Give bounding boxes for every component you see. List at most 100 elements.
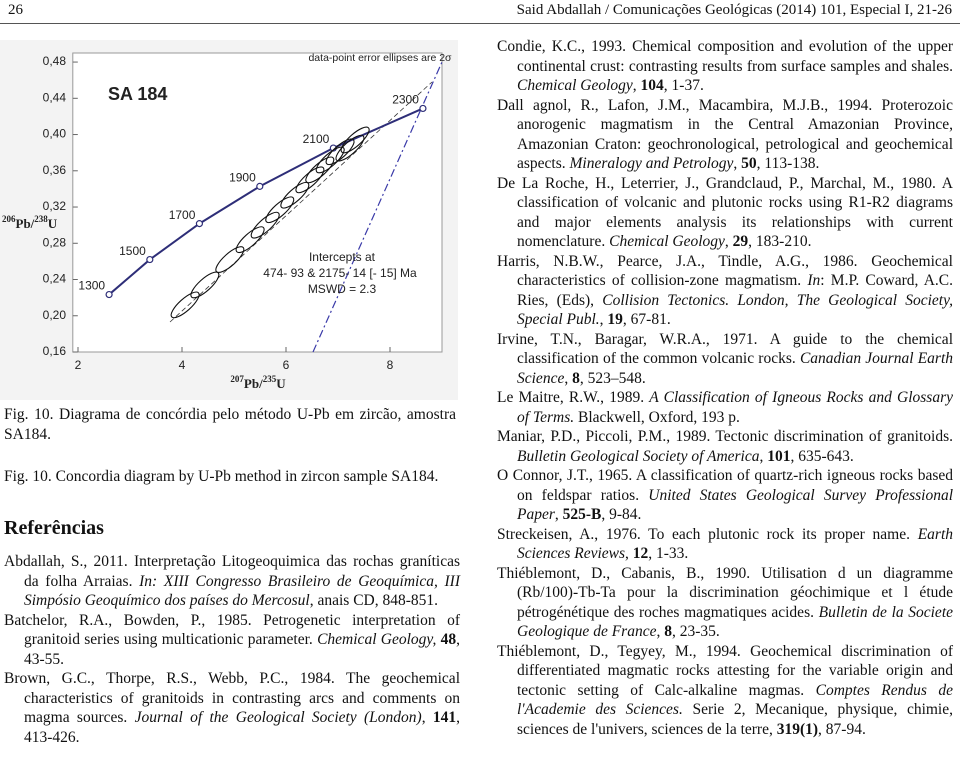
x-tick-label: 4 [179,358,186,372]
reference-text: , 43-55. [24,631,460,668]
superscript: 207 [230,374,244,384]
age-label: 1500 [119,244,146,258]
concordia-node [419,104,427,113]
superscript: 238 [34,214,48,224]
x-tick-label: 6 [283,358,290,372]
superscript: 235 [263,374,277,384]
reference-text: 29 [732,233,749,250]
reference-text: 319(1) [776,720,819,738]
error-ellipse [340,126,370,154]
reference-text: Earth Sciences Reviews [517,525,953,563]
header-rule [0,23,960,24]
reference-text: Chemical Geology [609,233,725,250]
annotation: Intercepts at [309,250,376,264]
reference-text: , [564,369,573,387]
section-heading: Referências [4,517,104,539]
age-label: 1700 [169,208,196,222]
reference-text: , [759,447,768,465]
axis-label: 206Pb/238U [2,214,58,231]
error-ellipse [215,246,245,273]
reference-line [312,61,443,353]
reference: Thiéblemont, D., Tegyey, M., 1994. Geoch… [497,642,953,740]
reference-text: , [724,233,733,250]
reference-text: , 23-35. [671,623,720,640]
reference-text: 8 [572,369,580,387]
reference-text: 525-B [562,506,602,523]
reference-text: Maniar, P.D., Piccoli, P.M., 1989. Tecto… [497,428,953,445]
reference-text: 50 [741,155,757,172]
error-ellipse [170,291,200,319]
reference-text: Irvine, T.N., Baragar, W.R.A., 1971. A g… [497,330,953,368]
chart-subtitle: data-point error ellipses are 2σ [308,52,452,64]
reference: Brown, G.C., Thorpe, R.S., Webb, P.C., 1… [4,669,460,747]
reference-text: , [632,77,641,94]
page-number: 26 [8,2,23,18]
reference-text: : M.P. Coward, A.C. Ries, (Eds), [517,272,953,309]
reference-text: Canadian Journal Earth Science [517,350,953,387]
age-label: 1900 [229,171,256,185]
reference: Le Maitre, R.W., 1989. A Classification … [497,388,953,427]
reference-text: Condie, K.C., 1993. Chemical composition… [497,38,953,75]
reference-text: , 67-81. [622,311,671,328]
annotation: 474- 93 & 2175- 14 [- 15] Ma [263,266,417,280]
y-tick-label: 0,28 [43,235,67,249]
reference-text: , [656,623,665,640]
error-ellipse [250,211,280,239]
chart-title: SA 184 [108,84,167,104]
reference: Condie, K.C., 1993. Chemical composition… [497,37,953,96]
running-header: Said Abdallah / Comunicações Geológicas … [516,2,952,18]
reference-text: 141 [432,709,457,726]
reference-text: , 183-210. [748,233,812,250]
axis-label-part: Pb/ [16,216,35,231]
reference-text: 48 [440,631,457,648]
reference-text: 12 [632,545,649,562]
reference-list: Abdallah, S., 2011. Interpretação Litoge… [4,552,460,747]
reference-text: Thiéblemont, D., Tegyey, M., 1994. Geoch… [497,642,953,699]
age-label: 2300 [392,93,419,107]
error-ellipse [235,226,265,254]
reference-text: Collision Tectonics. London, The Geologi… [517,291,953,329]
y-tick-label: 0,16 [43,344,67,358]
reference-text: Bulletin de la Societe Geologique de Fra… [517,603,954,641]
reference: Maniar, P.D., Piccoli, P.M., 1989. Tecto… [497,427,953,466]
discordia-line [169,81,433,323]
concordia-node [146,255,154,264]
reference-text: United States Geological Survey Professi… [517,486,954,524]
reference-text: Bulletin Geological Society of America [517,447,760,465]
reference-text: , 1-33. [648,545,689,562]
reference-text: Le Maitre, R.W., 1989. [497,389,650,406]
reference-text: Serie 2, Mecanique, physique, chimie, sc… [517,701,953,738]
axis-label-part: Pb/ [244,376,263,391]
reference: Dall agnol, R., Lafon, J.M., Macambira, … [497,96,953,174]
axis-label-part: U [276,376,286,391]
error-ellipse [305,156,335,184]
annotation: MSWD = 2.3 [308,282,377,296]
y-tick-label: 0,24 [43,272,67,286]
reference-text: Batchelor, R.A., Bowden, P., 1985. Petro… [4,611,460,649]
superscript: 206 [2,214,16,224]
reference-text: De La Roche, H., Leterrier, J., Grandcla… [497,174,953,251]
reference: Harris, N.B.W., Pearce, J.A., Tindle, A.… [497,252,953,330]
reference-text: , 523–548. [579,369,646,387]
reference-text: 101 [767,447,791,465]
reference: Batchelor, R.A., Bowden, P., 1985. Petro… [4,611,460,670]
reference-text: , 87-94. [818,720,866,738]
reference-text: , 113-138. [756,155,820,172]
axis-label: 207Pb/235U [230,374,286,391]
concordia-node [195,220,204,228]
reference-text: 19 [607,311,623,328]
reference-text: Comptes Rendus de l'Academie des Science… [517,681,953,719]
reference-text: Dall agnol, R., Lafon, J.M., Macambira, … [497,96,953,173]
reference-text: 104 [640,77,664,94]
error-ellipse [335,134,365,162]
reference-text: A Classification of Igneous Rocks and Gl… [517,389,953,426]
age-label: 1300 [78,279,105,293]
reference-text: , [554,506,563,523]
reference-text: 8 [664,623,672,640]
age-label: 2100 [303,132,330,146]
x-tick-label: 8 [387,358,394,372]
reference-text: Abdallah, S., 2011. Interpretação Litoge… [4,553,460,590]
reference-text: In: XIII Congresso Brasileiro de Geoquím… [24,572,460,610]
reference-list: Condie, K.C., 1993. Chemical composition… [497,37,953,739]
error-ellipse [315,146,345,174]
